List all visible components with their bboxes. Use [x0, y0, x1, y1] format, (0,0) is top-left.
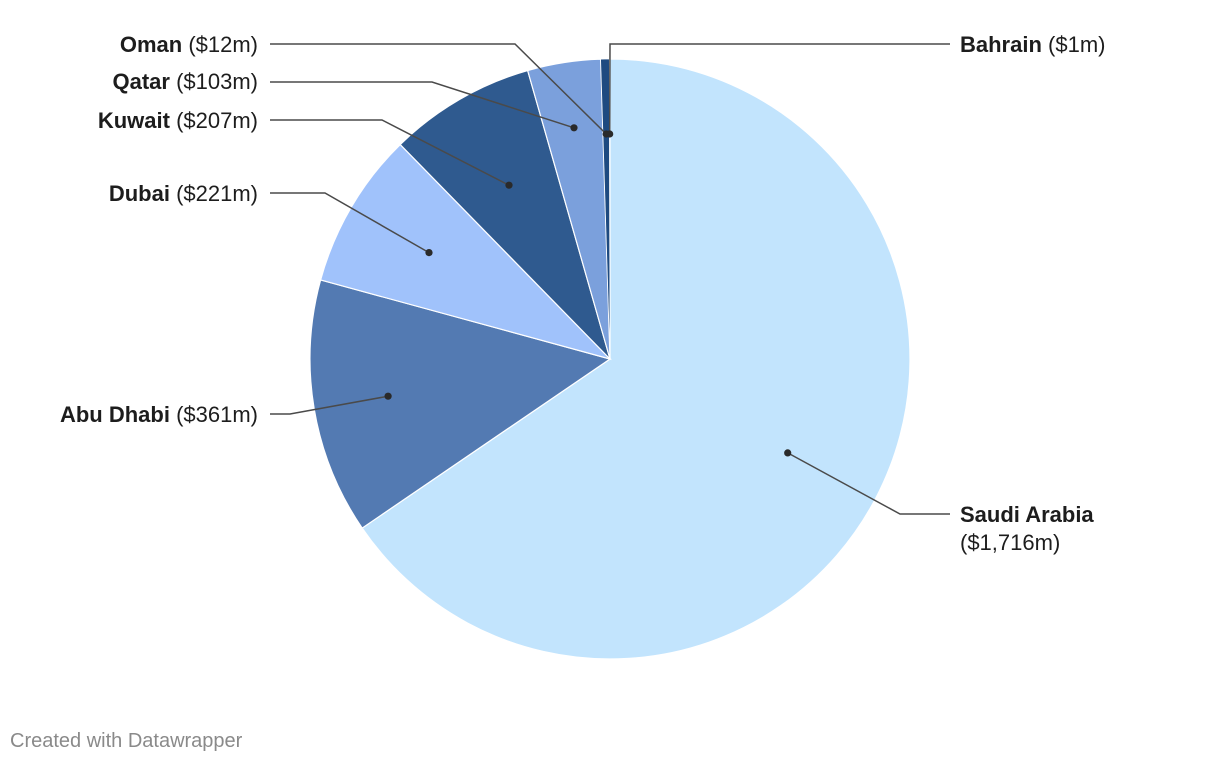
label-name-kuwait: Kuwait — [98, 108, 171, 133]
leader-dubai — [270, 192, 430, 254]
anchor-dot-bahrain — [606, 130, 614, 138]
leader-qatar — [270, 81, 575, 129]
leader-saudi-arabia — [787, 452, 950, 515]
slice-labels: Saudi Arabia ($1,716m) Abu Dhabi ($361m) Du… — [60, 32, 1106, 555]
slice-saudi-arabia — [361, 58, 911, 660]
anchor-dot-abu-dhabi — [384, 392, 392, 400]
anchor-dot-saudi-arabia — [784, 449, 792, 457]
label-abu-dhabi: Abu Dhabi ($361m) — [60, 402, 258, 427]
slice-dubai — [319, 143, 612, 361]
label-bahrain: Bahrain ($1m) — [960, 32, 1105, 57]
footer-credit: Created with Datawrapper — [10, 730, 243, 752]
leader-bahrain — [608, 43, 950, 135]
leader-abu-dhabi — [270, 395, 389, 415]
label-qatar: Qatar ($103m) — [112, 69, 258, 94]
leader-oman — [270, 43, 607, 135]
label-name-dubai: Dubai — [109, 181, 170, 206]
label-value-oman: ($12m) — [182, 32, 258, 57]
slice-abu-dhabi — [309, 279, 612, 529]
label-name-qatar: Qatar — [112, 69, 170, 94]
anchor-dot-dubai — [425, 249, 433, 257]
label-value-kuwait: ($207m) — [170, 108, 258, 133]
label-name-abu-dhabi: Abu Dhabi — [60, 402, 170, 427]
anchor-dot-qatar — [570, 124, 578, 132]
label-value-saudi-arabia: ($1,716m) — [960, 530, 1060, 555]
leader-lines — [270, 43, 950, 515]
label-value-abu-dhabi: ($361m) — [170, 402, 258, 427]
label-name-bahrain: Bahrain — [960, 32, 1042, 57]
pie-slices — [309, 58, 911, 660]
leader-kuwait — [270, 119, 510, 186]
label-name-oman: Oman — [120, 32, 182, 57]
label-oman: Oman ($12m) — [120, 32, 258, 57]
label-value-bahrain: ($1m) — [1042, 32, 1106, 57]
anchor-dot-kuwait — [505, 181, 513, 189]
label-name-saudi-arabia: Saudi Arabia — [960, 502, 1094, 527]
label-saudi-arabia: Saudi Arabia ($1,716m) — [960, 502, 1094, 555]
label-value-qatar: ($103m) — [170, 69, 258, 94]
label-dubai: Dubai ($221m) — [109, 181, 258, 206]
label-kuwait: Kuwait ($207m) — [98, 108, 258, 133]
slice-kuwait — [399, 69, 611, 360]
label-value-dubai: ($221m) — [170, 181, 258, 206]
